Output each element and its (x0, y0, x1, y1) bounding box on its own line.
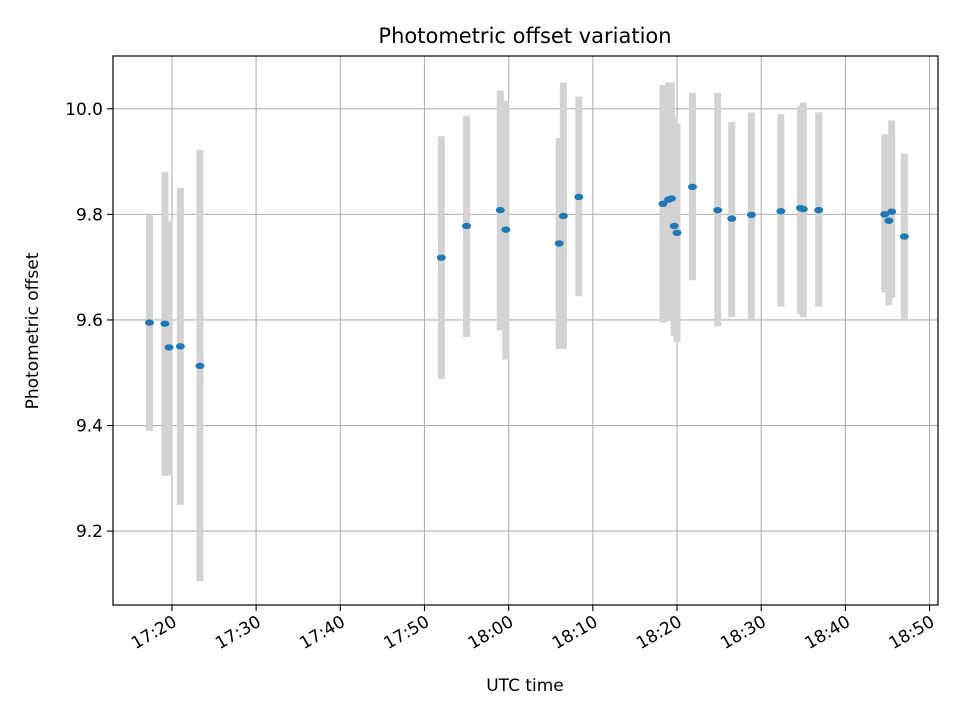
data-point (462, 222, 472, 230)
data-point (501, 226, 511, 233)
data-point (687, 183, 697, 191)
data-point (776, 207, 786, 215)
data-point (884, 217, 894, 224)
y-tick-label: 9.2 (76, 522, 103, 542)
data-point (672, 229, 682, 237)
data-point (798, 205, 808, 213)
data-point (658, 200, 668, 208)
data-point (666, 195, 676, 202)
data-point (713, 206, 723, 214)
y-axis-label: Photometric offset (23, 252, 43, 409)
data-point (880, 211, 890, 218)
data-point (899, 233, 909, 240)
x-axis-label: UTC time (486, 676, 564, 696)
y-tick-label: 9.8 (76, 205, 103, 225)
data-point (554, 240, 564, 247)
data-point (164, 344, 174, 351)
plot-frame (112, 55, 939, 606)
data-point (887, 208, 897, 215)
data-point (558, 212, 568, 220)
data-point (746, 211, 756, 219)
data-point (574, 193, 584, 201)
data-point (175, 343, 185, 350)
data-point (144, 319, 154, 326)
data-point (814, 206, 824, 214)
y-axis: 9.2 9.4 9.6 9.8 10.0 (65, 100, 113, 542)
data-point (669, 222, 679, 230)
data-points (144, 183, 909, 370)
y-tick-label: 10.0 (65, 100, 103, 120)
data-point (727, 215, 737, 222)
data-point (160, 320, 170, 327)
data-point (436, 254, 446, 261)
chart-title: Photometric offset variation (378, 24, 671, 48)
data-point (495, 206, 505, 214)
y-tick-label: 9.6 (76, 311, 103, 331)
y-tick-label: 9.4 (76, 417, 103, 437)
data-point (195, 362, 205, 370)
